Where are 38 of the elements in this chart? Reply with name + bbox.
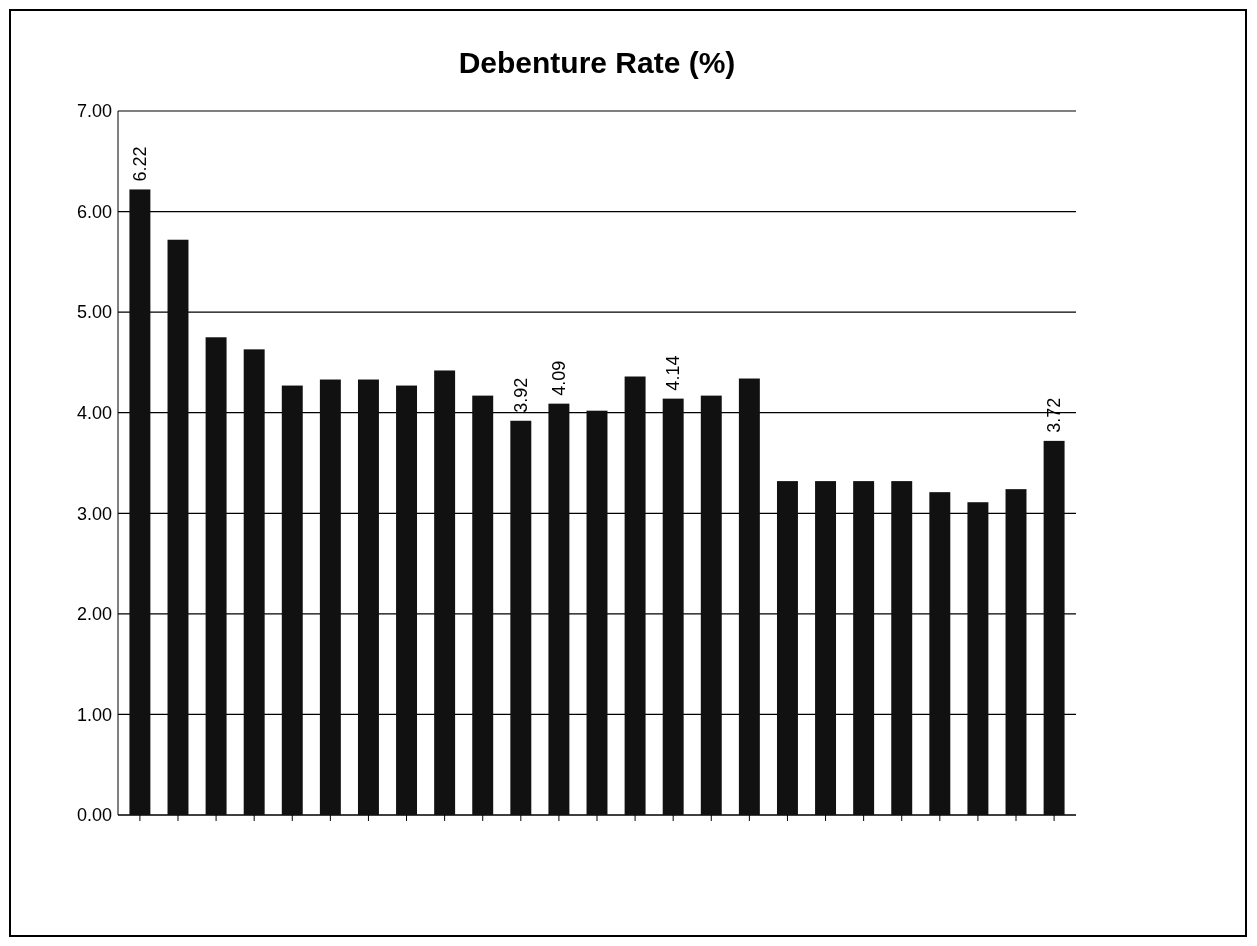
bar [853, 481, 875, 815]
bar [510, 420, 532, 815]
bar [700, 395, 722, 815]
bar [548, 403, 570, 815]
bar [357, 379, 379, 815]
chart-title: Debenture Rate (%) [458, 46, 736, 79]
bar [396, 385, 418, 815]
bar [243, 349, 265, 815]
bar [967, 502, 989, 815]
y-tick-label: 5.00 [76, 302, 112, 323]
bar [167, 239, 189, 815]
bar [129, 189, 151, 815]
bar [205, 337, 227, 815]
bar [891, 481, 913, 815]
bar [586, 410, 608, 815]
bar [472, 395, 494, 815]
bar [815, 481, 837, 815]
y-tick-label: 1.00 [76, 704, 112, 725]
y-tick-label: 6.00 [76, 201, 112, 222]
bar [1005, 489, 1027, 815]
y-tick-label: 7.00 [76, 101, 112, 122]
y-tick-label: 4.00 [76, 403, 112, 424]
bar [929, 492, 951, 815]
data-label: 3.92 [510, 377, 531, 413]
y-tick-label: 0.00 [76, 805, 112, 826]
bar [738, 378, 760, 815]
bar [319, 379, 341, 815]
bar [1043, 440, 1065, 815]
bar [281, 385, 303, 815]
bar [662, 398, 684, 815]
bar [434, 370, 456, 815]
data-label: 4.09 [548, 360, 569, 396]
y-tick-label: 2.00 [76, 604, 112, 625]
data-label: 6.22 [129, 146, 150, 182]
bar [624, 376, 646, 815]
y-tick-label: 3.00 [76, 503, 112, 524]
bar [776, 481, 798, 815]
data-label: 4.14 [663, 355, 684, 391]
